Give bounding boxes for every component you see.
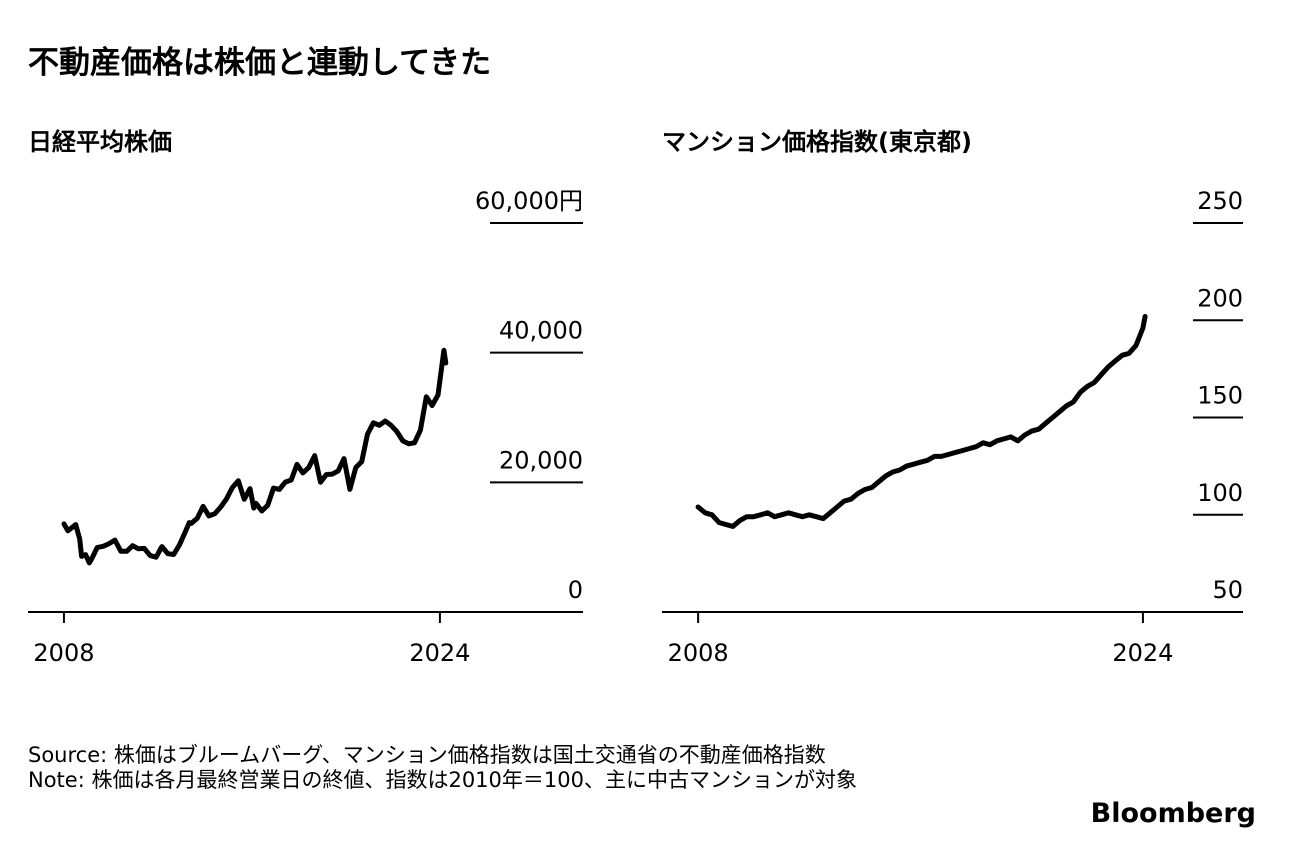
y-tick-label: 60,000円 — [475, 187, 583, 215]
chart-subtitle: 日経平均株価 — [28, 128, 172, 156]
y-tick-label: 250 — [1197, 187, 1243, 215]
x-tick-label: 2024 — [1112, 639, 1173, 667]
line — [61, 347, 449, 566]
y-tick-label: 40,000 — [499, 317, 583, 345]
logo: Bloomberg — [1091, 798, 1256, 829]
note: Note: 株価は各月最終営業日の終値、指数は2010年＝100、主に中古マンシ… — [28, 768, 857, 792]
chart-title: 不動産価格は株価と連動してきた — [28, 45, 491, 81]
x-tick-label: 2024 — [409, 639, 470, 667]
y-tick-label: 20,000 — [499, 446, 583, 474]
y-tick-label: 0 — [568, 576, 583, 604]
y-tick-label: 200 — [1197, 284, 1243, 312]
x-tick-label: 2008 — [33, 639, 94, 667]
line — [695, 313, 1148, 529]
y-tick-label: 150 — [1197, 382, 1243, 410]
source: Source: 株価はブルームバーグ、マンション価格指数は国土交通省の不動産価格… — [28, 743, 826, 767]
y-tick-label: 50 — [1212, 576, 1243, 604]
y-tick-label: 100 — [1197, 479, 1243, 507]
x-tick-label: 2008 — [668, 639, 729, 667]
chart-subtitle: マンション価格指数(東京都) — [662, 128, 972, 156]
